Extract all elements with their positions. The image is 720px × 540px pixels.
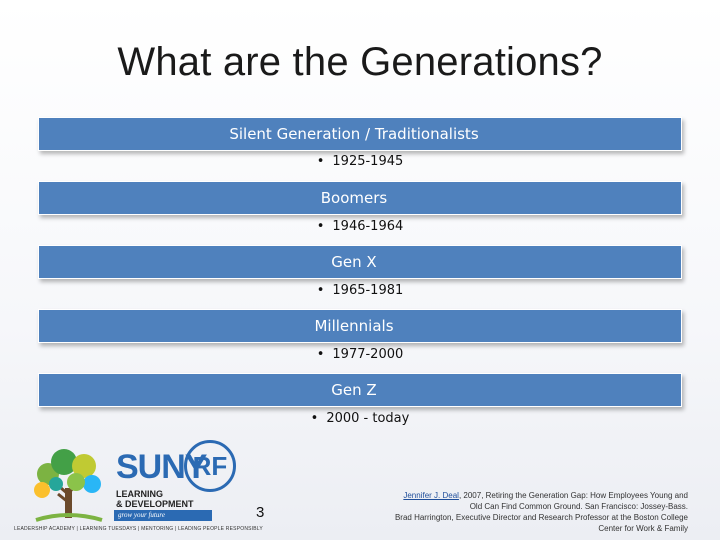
generation-name: Silent Generation / Traditionalists — [229, 125, 479, 143]
generation-years-millennials: • 1977-2000 — [0, 347, 720, 362]
rf-text: RF — [192, 450, 228, 481]
tree-icon — [34, 449, 103, 522]
generation-name: Gen Z — [331, 381, 377, 399]
generation-name: Gen X — [331, 253, 377, 271]
generation-years-genz: • 2000 - today — [0, 411, 720, 426]
bullet-symbol: • — [316, 219, 325, 234]
years-text: 2000 - today — [326, 411, 410, 426]
citation-line1: Jennifer J. Deal, 2007, Retiring the Gen… — [388, 490, 688, 501]
generation-bar-genz: Gen Z — [38, 373, 682, 407]
citation-line3: Brad Harrington, Executive Director and … — [394, 513, 688, 522]
suny-rf-logo: SUNY RF LEARNING & DEVELOPMENT grow your… — [24, 436, 254, 536]
years-text: 1946-1964 — [332, 219, 404, 234]
generation-bar-millennials: Millennials — [38, 309, 682, 343]
logo-tagline: LEADERSHIP ACADEMY | LEARNING TUESDAYS |… — [14, 526, 263, 532]
generation-name: Millennials — [314, 317, 394, 335]
learning-development-text: LEARNING & DEVELOPMENT — [116, 489, 194, 509]
citation: Jennifer J. Deal, 2007, Retiring the Gen… — [388, 490, 688, 534]
citation-line4: Center for Work & Family — [598, 524, 688, 533]
generation-years-silent: • 1925-1945 — [0, 154, 720, 169]
logo-line2: & DEVELOPMENT — [116, 499, 194, 509]
generation-years-boomers: • 1946-1964 — [0, 219, 720, 234]
logo-line1: LEARNING — [116, 489, 163, 499]
years-text: 1977-2000 — [332, 347, 404, 362]
bullet-symbol: • — [316, 154, 325, 169]
generation-bar-genx: Gen X — [38, 245, 682, 279]
logo-motto: grow your future — [114, 510, 212, 521]
generation-bar-boomers: Boomers — [38, 181, 682, 215]
generation-years-genx: • 1965-1981 — [0, 283, 720, 298]
years-text: 1925-1945 — [332, 154, 404, 169]
slide-title: What are the Generations? — [117, 40, 603, 84]
bullet-symbol: • — [316, 283, 325, 298]
citation-author-link[interactable]: Jennifer J. Deal — [403, 491, 459, 500]
citation-line2: Old Can Find Common Ground. San Francisc… — [469, 502, 688, 511]
page-number: 3 — [256, 504, 265, 521]
generation-bar-silent: Silent Generation / Traditionalists — [38, 117, 682, 151]
years-text: 1965-1981 — [332, 283, 404, 298]
rf-emblem: RF — [184, 440, 236, 492]
citation-line1-rest: , 2007, Retiring the Generation Gap: How… — [458, 491, 688, 500]
bullet-symbol: • — [316, 347, 325, 362]
bullet-symbol: • — [310, 411, 319, 426]
generation-name: Boomers — [320, 189, 388, 207]
